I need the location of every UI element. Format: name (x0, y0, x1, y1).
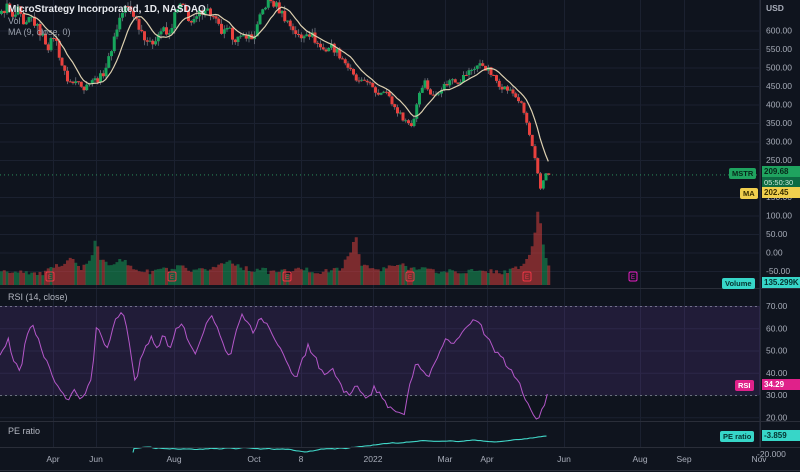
pe-value: -3.859 (762, 430, 800, 441)
ma-value: 202.45 (762, 187, 800, 198)
rsi-line (0, 311, 548, 420)
price-tick-label: 0.00 (766, 248, 783, 258)
price-tick-label: 500.00 (766, 63, 792, 73)
time-tick-label: Aug (632, 454, 647, 464)
rsi-tick-label: 50.00 (766, 346, 788, 356)
time-tick-label: Jun (89, 454, 103, 464)
earnings-marker-letter: E (170, 275, 174, 281)
price-tick-label: 50.00 (766, 229, 788, 239)
time-tick-label: Sep (676, 454, 691, 464)
price-tick-label: 550.00 (766, 44, 792, 54)
volume-bars-down (2, 211, 551, 285)
rsi-tick-label: 20.00 (766, 412, 788, 422)
symbol-price-value: 209.68 (762, 166, 800, 177)
time-tick-label: Oct (247, 454, 261, 464)
earnings-marker-letter: E (48, 275, 52, 281)
price-tick-label: 250.00 (766, 155, 792, 165)
rsi-tick-label: 30.00 (766, 390, 788, 400)
symbol-title[interactable]: MicroStrategy Incorporated, 1D, NASDAQ (8, 4, 206, 15)
time-tick-label: Mar (438, 454, 453, 464)
symbol-price-badge: MSTR (729, 168, 757, 179)
volume-value: 135.299K (762, 277, 800, 288)
price-tick-label: 300.00 (766, 137, 792, 147)
candles-up (0, 0, 548, 189)
earnings-marker-letter: E (285, 275, 289, 281)
ma-badge: MA (740, 188, 758, 199)
price-tick-label: -50.00 (766, 266, 790, 276)
rsi-tick-label: 40.00 (766, 368, 788, 378)
volume-indicator-label[interactable]: Vol (8, 16, 21, 26)
earnings-marker-icon[interactable] (167, 271, 177, 282)
price-tick-label: 600.00 (766, 26, 792, 36)
time-tick-label: Apr (46, 454, 59, 464)
time-tick-label: Apr (480, 454, 493, 464)
earnings-marker-icon[interactable] (405, 271, 415, 282)
price-tick-label: 100.00 (766, 211, 792, 221)
future-earnings-marker-letter: E (631, 275, 635, 281)
time-tick-label: 2022 (364, 454, 383, 464)
candles-layer (0, 0, 551, 190)
rsi-value: 34.29 (762, 379, 800, 390)
earnings-marker-letter: E (408, 275, 412, 281)
future-earnings-marker-icon[interactable] (628, 271, 638, 282)
rsi-pane-label[interactable]: RSI (14, close) (8, 292, 68, 302)
time-tick-label: Aug (166, 454, 181, 464)
ma-indicator-label[interactable]: MA (9, close, 0) (8, 27, 71, 37)
ma-line (22, 6, 549, 162)
countdown-timer: 05:50:30 (762, 177, 800, 188)
rsi-band (0, 306, 760, 395)
earnings-marker-icon[interactable] (522, 271, 532, 282)
earnings-marker-icon[interactable] (282, 271, 292, 282)
earnings-marker-icon[interactable] (45, 271, 55, 282)
time-tick-label: Jun (557, 454, 571, 464)
pe-line (132, 435, 547, 453)
time-tick-label: 8 (299, 454, 304, 464)
rsi-badge: RSI (735, 380, 754, 391)
price-tick-label: 400.00 (766, 100, 792, 110)
rsi-tick-label: 60.00 (766, 323, 788, 333)
pe-badge: PE ratio (720, 431, 755, 442)
time-tick-label: Nov (751, 454, 767, 464)
price-tick-label: 450.00 (766, 81, 792, 91)
pe-pane-label[interactable]: PE ratio (8, 426, 41, 436)
earnings-marker-letter: E (525, 275, 529, 281)
price-tick-label: 350.00 (766, 118, 792, 128)
rsi-tick-label: 70.00 (766, 301, 788, 311)
volume-badge: Volume (722, 278, 755, 289)
